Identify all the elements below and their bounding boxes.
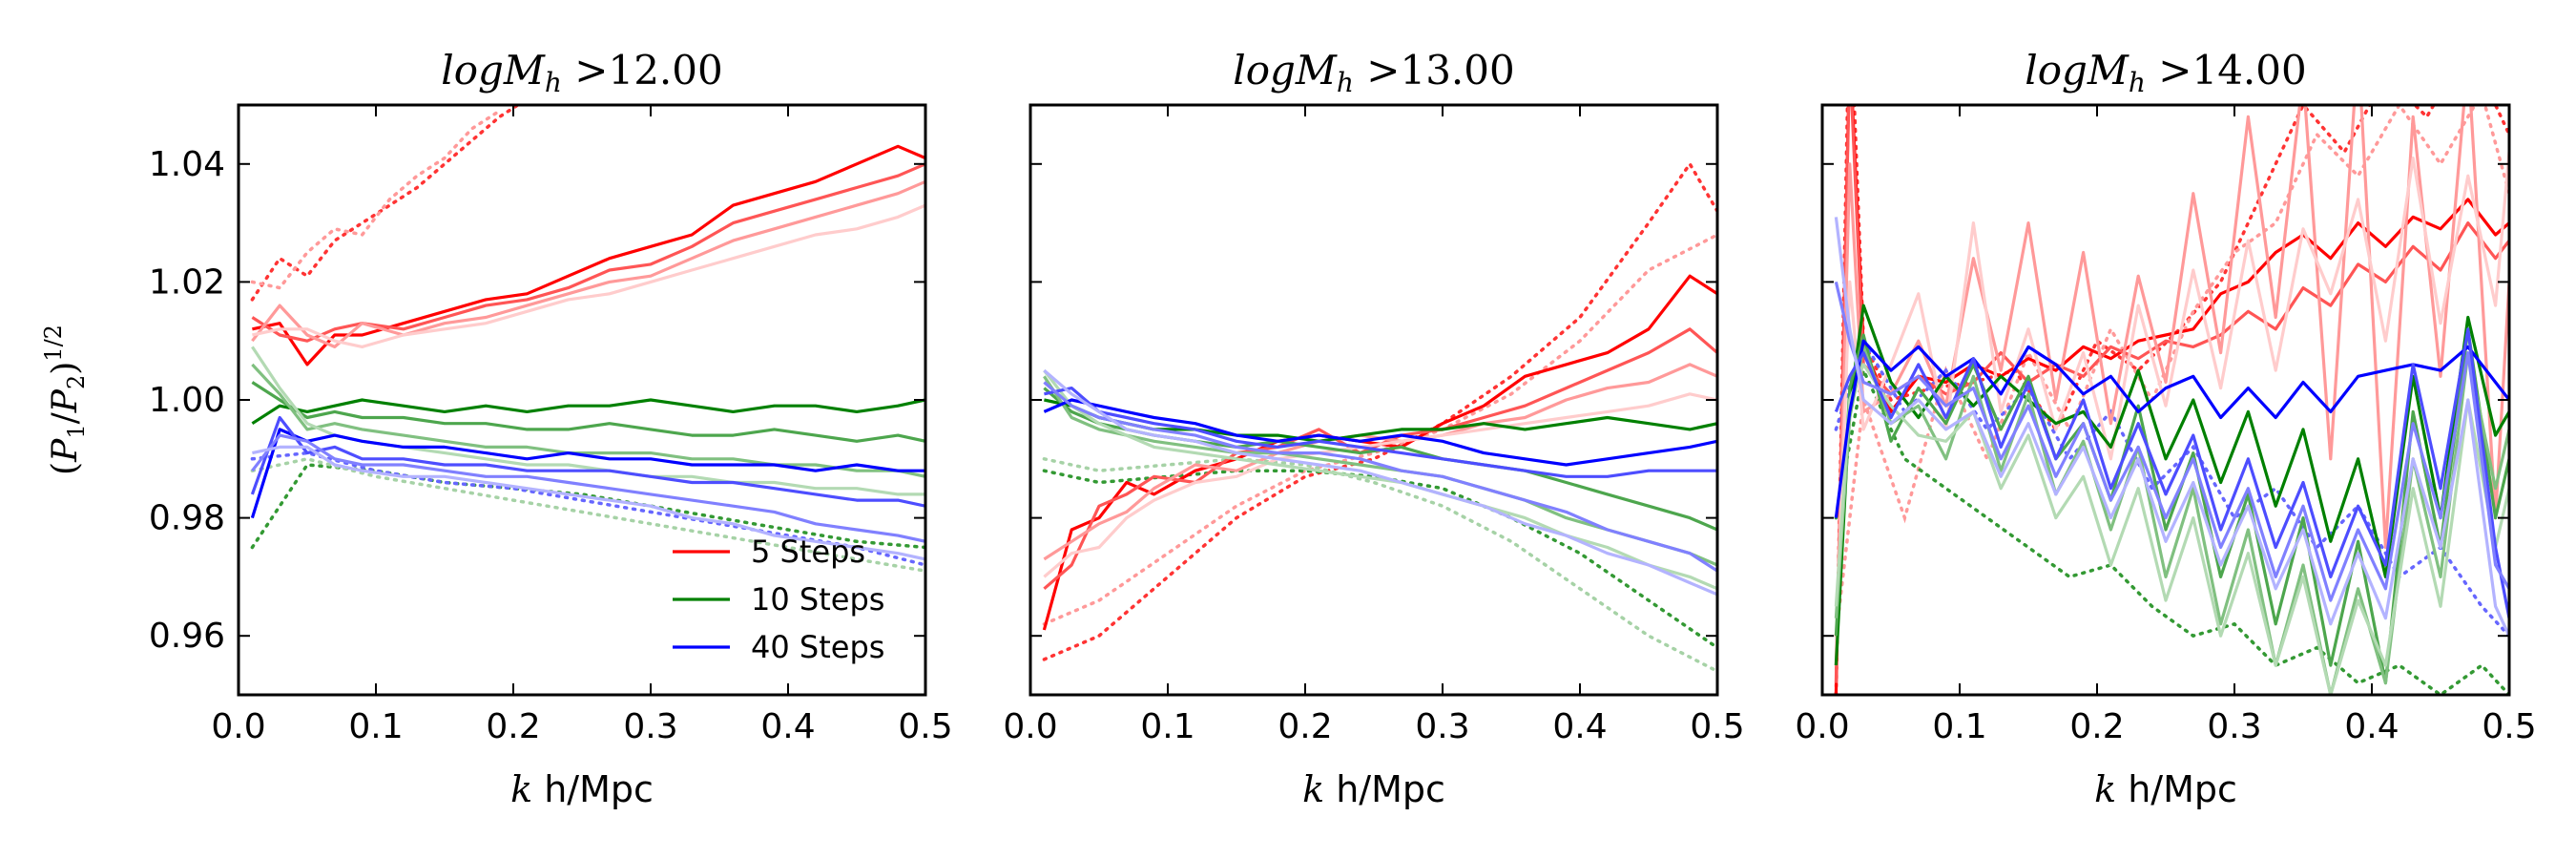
series-line-10-steps <box>1834 327 2509 685</box>
series-line-40-steps <box>250 415 925 508</box>
series-line-10-steps <box>251 381 925 443</box>
series-line-5-steps <box>1834 105 2509 666</box>
x-tick-label: 0.1 <box>1932 707 1986 746</box>
series-line-40-steps <box>1043 398 1717 467</box>
series-line-10-steps <box>1834 345 2509 695</box>
dotted-series-line <box>250 457 925 573</box>
series-line-40-steps <box>1834 282 2509 602</box>
dotted-series-line <box>250 109 502 290</box>
series-line-40-steps <box>1044 387 1717 478</box>
x-tick-label: 0.5 <box>898 707 952 746</box>
panel-title: logMh >12.00 <box>441 47 722 98</box>
dotted-series-line <box>1834 336 2509 638</box>
chart-root: 0.0 0.1 0.2 0.3 0.4 0.5 1.04 1.02 1.00 0.98 0.96 lo… <box>40 47 2537 810</box>
y-tick-label: 1.00 <box>149 381 225 420</box>
series-line-40-steps <box>1043 368 1717 597</box>
x-axis-label: k h/Mpc <box>2094 768 2237 810</box>
series-line-40-steps <box>1834 339 2509 518</box>
x-tick-label: 0.4 <box>1552 707 1607 746</box>
panel-plot-area <box>1834 105 2509 695</box>
x-tick-label: 0.4 <box>760 707 815 746</box>
y-axis-label: (P1/P2)1/2 <box>40 325 90 475</box>
legend-label: 10 Steps <box>751 581 884 618</box>
x-tick-label: 0.3 <box>2207 707 2261 746</box>
series-line-10-steps <box>251 398 925 426</box>
x-tick-label: 0.2 <box>486 707 540 746</box>
series-line-10-steps <box>1834 363 2509 695</box>
y-tick-label: 0.98 <box>149 499 225 538</box>
series-line-40-steps <box>1834 327 2509 619</box>
series-line-5-steps <box>1834 152 2509 648</box>
panel-plot-area <box>1042 160 1717 674</box>
x-tick-label: 0.5 <box>2482 707 2536 746</box>
panel-title: logMh >14.00 <box>2025 47 2306 98</box>
dotted-series-line <box>1834 105 2509 695</box>
dotted-series-line <box>1834 365 2509 695</box>
x-tick-label: 0.3 <box>623 707 677 746</box>
x-tick-label: 0.2 <box>1278 707 1332 746</box>
series-line-40-steps <box>251 433 925 543</box>
series-line-40-steps <box>250 428 925 519</box>
x-tick-label: 0.1 <box>348 707 403 746</box>
x-tick-label: 0.2 <box>2069 707 2124 746</box>
series-line-5-steps <box>251 162 925 343</box>
series-line-40-steps <box>1834 217 2509 637</box>
y-tick-label: 0.96 <box>149 617 225 656</box>
legend-label: 40 Steps <box>751 629 884 665</box>
x-tick-label: 0.4 <box>2344 707 2399 746</box>
series-line-10-steps <box>1834 304 2509 666</box>
series-line-40-steps <box>252 445 925 561</box>
series-line-5-steps <box>251 179 925 348</box>
x-tick-label: 0.0 <box>1795 707 1849 746</box>
panel-plot-area <box>250 105 925 573</box>
series-line-5-steps <box>252 203 925 348</box>
panel-3: 0.0 0.1 0.2 0.3 0.4 0.5 logMh >14.00 k h/Mpc <box>1795 47 2536 810</box>
x-axis-label: k h/Mpc <box>1302 768 1445 810</box>
dotted-series-line <box>250 105 522 302</box>
series-line-5-steps <box>252 144 925 367</box>
x-tick-label: 0.0 <box>1003 707 1057 746</box>
dotted-series-line <box>1042 233 1717 626</box>
y-tick-label: 1.04 <box>149 145 225 184</box>
x-axis-label: k h/Mpc <box>510 768 654 810</box>
y-tick-label: 1.02 <box>149 262 225 302</box>
y-axis-label-group: (P1/P2)1/2 <box>40 325 90 475</box>
panel-2: 0.0 0.1 0.2 0.3 0.4 0.5 logMh >13.00 k h/Mpc <box>1003 47 1744 810</box>
x-tick-label: 0.1 <box>1140 707 1195 746</box>
panel-1: 0.0 0.1 0.2 0.3 0.4 0.5 1.04 1.02 1.00 0.98 0.96 lo… <box>149 47 953 810</box>
x-tick-label: 0.0 <box>211 707 265 746</box>
x-tick-label: 0.5 <box>1690 707 1744 746</box>
dotted-series-line <box>1042 469 1717 650</box>
dotted-series-line <box>1042 457 1717 674</box>
series-line-10-steps <box>1043 369 1717 591</box>
legend-label: 5 Steps <box>751 534 865 570</box>
panel-title: logMh >13.00 <box>1233 47 1514 98</box>
x-tick-label: 0.3 <box>1415 707 1469 746</box>
series-line-40-steps <box>1043 381 1717 573</box>
